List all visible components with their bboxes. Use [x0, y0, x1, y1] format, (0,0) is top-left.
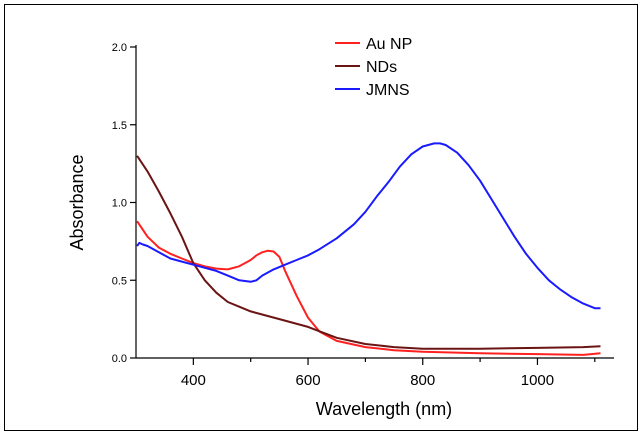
chart-frame: [4, 4, 638, 431]
series-line-jmns: [136, 142, 601, 310]
legend-label: Au NP: [366, 36, 412, 53]
legend: Au NP NDs JMNS: [335, 36, 412, 99]
y-tick-label: 1.0: [112, 198, 127, 210]
series-group: [136, 142, 601, 356]
y-tick-label: 1.5: [112, 120, 127, 132]
axes: 0.0 0.5 1.0 1.5 2.0 400 600 800 1000: [112, 42, 614, 389]
y-tick-label: 0.0: [112, 353, 127, 365]
x-tick-label: 600: [296, 372, 321, 389]
y-axis-label: Absorbance: [67, 154, 87, 250]
legend-label: JMNS: [366, 82, 410, 99]
series-line-au-np: [136, 220, 601, 356]
series-line-nds: [136, 155, 601, 350]
x-tick-label: 1000: [521, 372, 554, 389]
x-axis-label: Wavelength (nm): [316, 399, 452, 419]
y-tick-label: 0.5: [112, 275, 127, 287]
y-tick-label: 2.0: [112, 42, 127, 54]
legend-label: NDs: [366, 59, 397, 76]
x-tick-label: 400: [181, 372, 206, 389]
x-tick-label: 800: [410, 372, 435, 389]
